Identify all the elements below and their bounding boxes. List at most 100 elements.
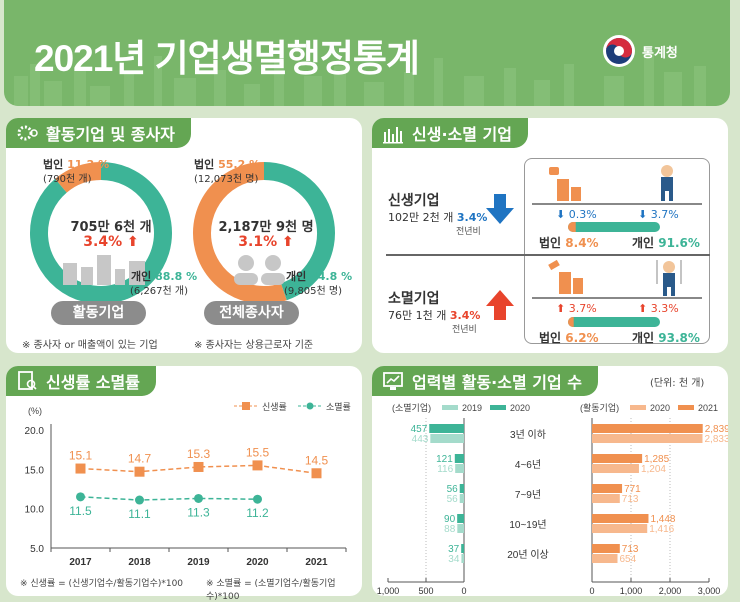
indiv-change: ⬆ 3.3% xyxy=(638,302,679,315)
buildings-icon xyxy=(63,255,145,285)
y-tick-label: 20.0 xyxy=(25,426,45,437)
birth-title: 신생기업 xyxy=(388,193,440,209)
corp-value: (790천 개) xyxy=(43,174,92,185)
skyline-decoration xyxy=(14,54,706,106)
arrow-down-icon: ⬇ xyxy=(638,208,648,221)
donut-chart-companies xyxy=(30,162,172,304)
note-birth-rate: ※ 신생률 = (신생기업수/활동기업수)*100 xyxy=(20,579,184,589)
data-label-death-2020: 457 xyxy=(411,424,428,435)
document-search-icon xyxy=(18,371,37,390)
donut-slice-indiv xyxy=(263,162,335,301)
death-value: 76만 1천 개 3.4% xyxy=(388,309,481,322)
arrow-up-icon: ⬆ xyxy=(126,234,139,250)
bar-death-2019 xyxy=(455,464,464,473)
legend-marker-death xyxy=(306,402,314,410)
data-point-birth xyxy=(134,466,145,477)
legend-label-2020: 2020 xyxy=(510,403,530,413)
corp-change: ⬆ 3.7% xyxy=(556,302,597,315)
bar-death-2019 xyxy=(461,554,464,563)
data-label-active-2021: 713 xyxy=(622,544,639,555)
corp-label: 법인 11.2 % xyxy=(43,158,110,171)
legend-marker-birth xyxy=(242,402,250,410)
data-label-active-2020: 2,833 xyxy=(704,434,728,445)
x-tick-label-left: 1,000 xyxy=(377,586,400,596)
data-label-active-2021: 2,839 xyxy=(705,424,728,435)
y-tick-label: 5.0 xyxy=(30,544,44,555)
share-bar-birth xyxy=(568,222,660,232)
data-label-birth: 14.5 xyxy=(305,453,329,467)
unit-label: (단위: 천 개) xyxy=(650,378,705,389)
data-point-death xyxy=(135,495,144,505)
x-tick-label: 2020 xyxy=(246,557,269,568)
yoy-label: 전년비 xyxy=(456,227,481,237)
x-tick-label: 2021 xyxy=(305,557,328,568)
bar-death-2019 xyxy=(457,524,464,533)
corp-change: ⬇ 0.3% xyxy=(556,208,597,221)
note-companies: ※ 종사자 or 매출액이 있는 기업 xyxy=(22,340,158,351)
data-label-active-2020: 1,204 xyxy=(641,464,666,475)
share-bar-indiv xyxy=(568,222,660,232)
arrow-down-icon: ⬇ xyxy=(556,208,566,221)
change-value: 3.4% ⬆ xyxy=(83,234,139,250)
bar-active-2020 xyxy=(592,524,648,533)
y-tick-label: 10.0 xyxy=(25,505,45,516)
bar-active-2021 xyxy=(592,544,620,553)
panel-title: 업력별 활동·소멸 기업 수 xyxy=(412,373,582,392)
breakdown-box xyxy=(524,158,710,344)
bar-active-2021 xyxy=(592,484,623,493)
cheering-person-icon xyxy=(661,165,673,201)
x-tick-label-left: 500 xyxy=(418,586,433,596)
donut-slice-corp xyxy=(193,162,287,304)
legend-label-death: 소멸률 xyxy=(326,402,351,412)
corp-value: (12,073천 명) xyxy=(194,174,259,185)
data-label-death-2020: 121 xyxy=(436,454,453,465)
x-tick-label-left: 0 xyxy=(461,586,466,596)
data-label-death-2019: 116 xyxy=(437,464,453,475)
line-chart-rates: (%) 5.0 10.0 15.0 20.0 2017 2018 2019 2020 2021 15… xyxy=(25,402,351,568)
bar-active-2021 xyxy=(592,454,643,463)
bar-chart-icon xyxy=(383,127,403,144)
ground-line xyxy=(532,203,702,205)
data-point-birth xyxy=(311,468,322,479)
total-value: 2,187만 9천 명 xyxy=(218,220,314,235)
share-bar-death xyxy=(568,317,660,327)
legend-swatch-2020 xyxy=(490,405,506,410)
data-label-active-2021: 1,285 xyxy=(644,454,669,465)
label-active-companies: 활동기업 xyxy=(51,301,146,325)
arrow-up-icon: ⬆ xyxy=(556,302,566,315)
panel-title: 활동기업 및 종사자 xyxy=(46,125,175,144)
page-title: 2021년 기업생멸행정통계 xyxy=(34,38,420,79)
bar-active-2020 xyxy=(592,464,639,473)
panel-title-bar: 활동기업 및 종사자 xyxy=(6,118,191,148)
sad-person-icon xyxy=(656,260,682,296)
bar-death-2020 xyxy=(457,514,464,523)
change-value: 3.1% ⬆ xyxy=(238,234,294,250)
share-bar-join xyxy=(575,222,582,232)
data-label-active-2020: 654 xyxy=(620,554,637,565)
legend-label-2020-active: 2020 xyxy=(650,403,670,413)
series-line-death xyxy=(80,496,258,501)
data-label-death: 11.2 xyxy=(246,506,269,520)
data-label-active-2021: 771 xyxy=(624,484,641,495)
org-logo: 통계청 xyxy=(602,34,678,68)
divider xyxy=(386,254,710,256)
corp-label: 법인 55.2 % xyxy=(194,158,261,171)
panel-title-bar: 신생·소멸 기업 xyxy=(372,118,528,148)
taegeuk-emblem-icon xyxy=(603,35,635,67)
data-label-birth: 15.1 xyxy=(69,449,93,463)
note-workers: ※ 종사자는 상용근로자 기준 xyxy=(194,340,314,351)
category-label: 4~6년 xyxy=(515,459,541,471)
x-tick-label: 2018 xyxy=(128,557,151,568)
data-point-death xyxy=(194,493,203,503)
data-label-death: 11.5 xyxy=(69,504,92,518)
data-point-birth xyxy=(252,460,263,471)
people-icon xyxy=(234,255,285,285)
indiv-change: ⬇ 3.7% xyxy=(638,208,679,221)
bar-death-2019 xyxy=(459,494,464,503)
panel-active-companies: 활동기업 및 종사자 법인 11.2 % (790천 개) 705만 6천 개 … xyxy=(6,118,362,353)
arrow-down-icon xyxy=(486,194,514,224)
bar-active-2020 xyxy=(592,434,703,443)
bar-active-2021 xyxy=(592,424,703,433)
indiv-share: 개인 93.8% xyxy=(632,331,700,345)
legend-group-right: (활동기업) xyxy=(580,402,619,413)
